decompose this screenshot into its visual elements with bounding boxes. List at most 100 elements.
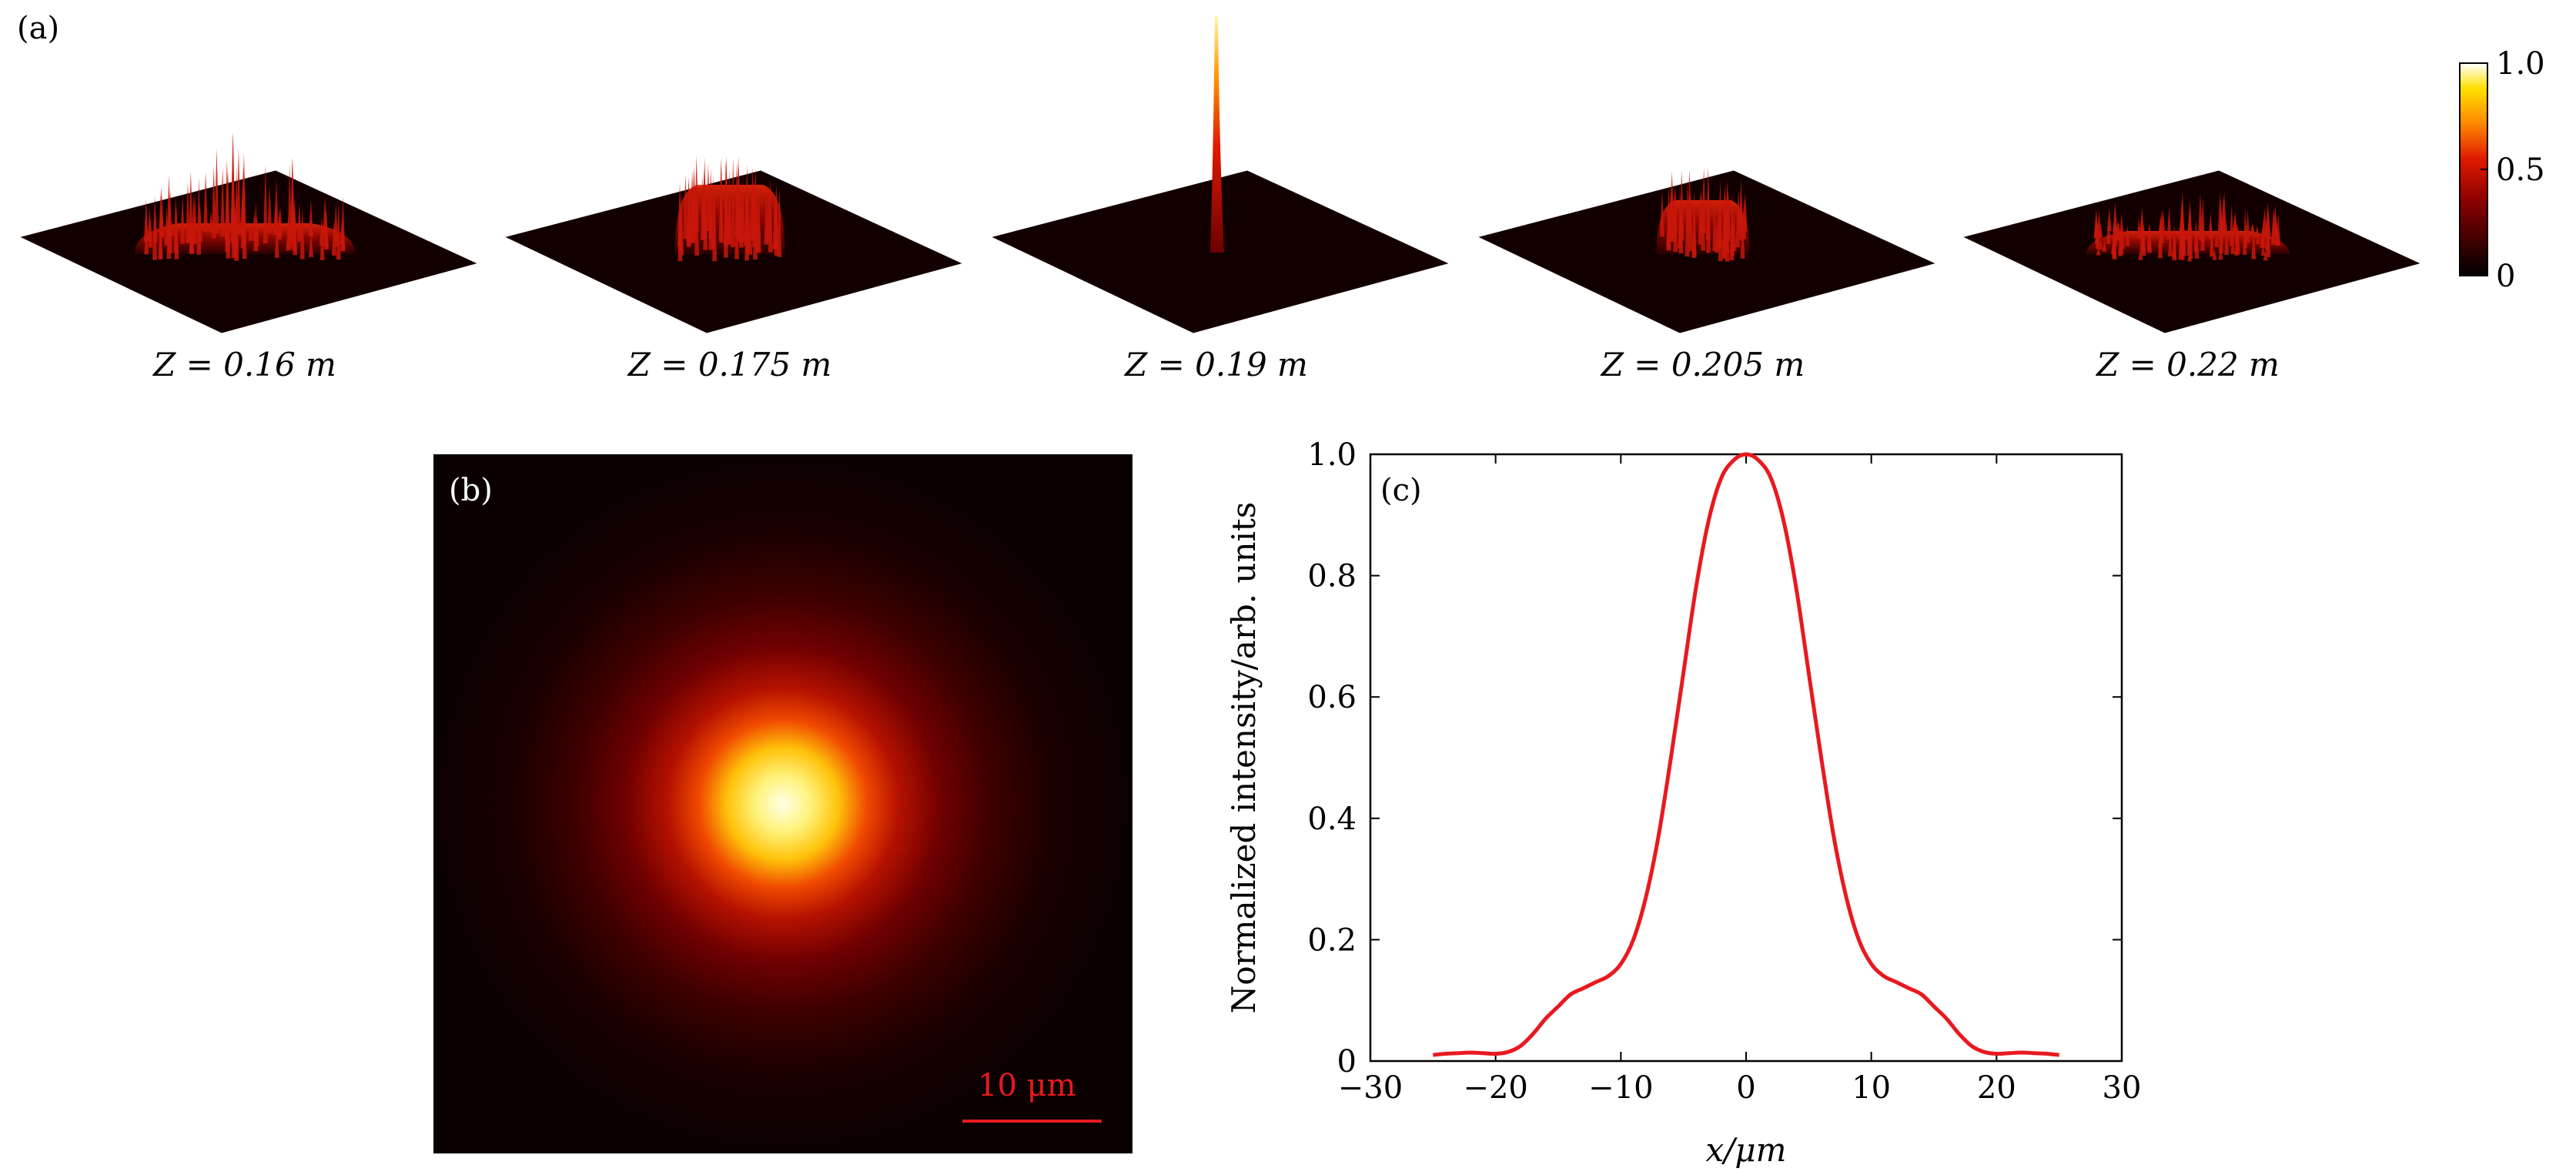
speckle-peak <box>2113 213 2118 246</box>
speckle-peak <box>2181 223 2186 256</box>
speckle-peak <box>319 223 325 260</box>
x-axis-ticks: −30 −20 −10 0 10 20 30 <box>1338 454 2141 1106</box>
speckle-peak <box>702 157 708 239</box>
speckle-peak <box>1741 199 1747 239</box>
speckle-peak <box>143 199 149 243</box>
surface-peaks <box>674 156 785 262</box>
speckle-peak <box>340 196 346 251</box>
speckle-peak <box>2260 246 2266 256</box>
speckle-peak <box>740 178 745 243</box>
y-tick-label: 0.8 <box>1307 559 1357 594</box>
speckle-peak <box>2125 226 2130 246</box>
speckle-peak <box>2166 206 2172 239</box>
speckle-peak <box>273 202 278 236</box>
speckle-peak <box>736 166 741 242</box>
colorbar-tick-label: 0.5 <box>2496 152 2545 188</box>
speckle-peak <box>2266 211 2271 239</box>
speckle-peak <box>677 195 683 262</box>
speckle-peak <box>1729 192 1735 256</box>
speckle-peak <box>2172 227 2177 261</box>
speckle-peak <box>197 203 202 243</box>
x-tick-label: −20 <box>1463 1070 1527 1106</box>
speckle-peak <box>187 225 192 243</box>
speckle-peak <box>2230 238 2236 254</box>
surface-peaks <box>2086 189 2290 262</box>
panel-c-label: (c) <box>1380 473 1422 508</box>
speckle-peak <box>253 201 259 252</box>
surface-plot: Z = 0.16 m <box>20 132 477 383</box>
speckle-peak <box>691 173 697 236</box>
z-position-label: Z = 0.16 m <box>152 346 336 383</box>
speckle-peak <box>708 194 714 250</box>
y-tick-label: 1.0 <box>1307 437 1357 473</box>
speckle-peak <box>334 229 340 247</box>
speckle-peak <box>188 171 193 240</box>
speckle-peak <box>296 203 302 243</box>
surface-plot: Z = 0.205 m <box>1478 166 1935 383</box>
speckle-peak <box>211 166 216 239</box>
speckle-peak <box>180 193 186 244</box>
speckle-peak <box>2138 246 2143 260</box>
speckle-peak <box>2229 204 2234 246</box>
colorbar-tick-label: 0 <box>2496 259 2515 294</box>
y-tick-label: 0 <box>1337 1044 1357 1080</box>
speckle-peak <box>299 207 305 259</box>
panel-c-line-chart: (c) −30 −20 −10 0 10 20 30 0 0.2 0.4 0.6 0.8 1.0 x/… <box>1225 437 2141 1169</box>
speckle-peak <box>2095 222 2100 249</box>
x-axis-label: x/μm <box>1706 1131 1787 1169</box>
speckle-peak <box>2106 226 2112 238</box>
speckle-peak <box>2096 246 2101 256</box>
speckle-peak <box>2274 236 2280 246</box>
colorbar-tick-label: 1.0 <box>2496 46 2545 82</box>
speckle-peak <box>712 180 718 262</box>
focal-spot <box>433 454 1132 1153</box>
surface-peaks <box>1210 15 1224 253</box>
speckle-peak <box>1712 205 1718 252</box>
speckle-peak <box>731 158 736 248</box>
focused-peak <box>1210 15 1224 253</box>
speckle-peak <box>2188 207 2193 259</box>
speckle-peak <box>744 164 750 243</box>
speckle-peak <box>340 228 346 252</box>
y-tick-label: 0.6 <box>1307 680 1357 715</box>
speckle-peak <box>2214 232 2220 247</box>
speckle-peak <box>2255 234 2260 245</box>
speckle-peak <box>189 217 194 254</box>
speckle-peak <box>753 167 758 233</box>
speckle-peak <box>308 199 313 237</box>
speckle-peak <box>2218 201 2223 239</box>
speckle-peak <box>774 182 779 256</box>
speckle-peak <box>2197 192 2203 237</box>
speckle-peak <box>748 198 753 255</box>
speckle-peak <box>2187 208 2193 232</box>
z-position-label: Z = 0.22 m <box>2095 346 2280 383</box>
z-position-label: Z = 0.19 m <box>1123 346 1308 383</box>
speckle-peak <box>2167 231 2173 256</box>
panel-a-label: (a) <box>17 11 59 46</box>
speckle-peak <box>331 219 336 256</box>
speckle-peak <box>2147 229 2153 238</box>
speckle-peak <box>2222 191 2227 232</box>
x-tick-label: −10 <box>1588 1070 1653 1106</box>
speckle-peak <box>2266 226 2271 258</box>
speckle-peak <box>248 223 253 241</box>
panel-a-surface-plots: Z = 0.16 m Z = 0.175 m Z = 0.19 m Z = 0.205… <box>20 15 2420 383</box>
speckle-peak <box>2194 230 2200 259</box>
y-axis-label: Normalized intensity/arb. units <box>1225 502 1263 1014</box>
speckle-peak <box>308 233 313 257</box>
speckle-peak <box>2233 215 2238 234</box>
x-tick-label: 20 <box>1977 1070 2016 1106</box>
speckle-peak <box>2235 223 2240 255</box>
panel-b-label: (b) <box>449 473 493 508</box>
speckle-peak <box>2243 209 2248 249</box>
speckle-peak <box>2179 201 2184 236</box>
speckle-peak <box>2106 233 2111 244</box>
speckle-peak <box>2187 253 2193 262</box>
surface-peaks <box>1656 166 1750 262</box>
speckle-peak <box>2224 219 2230 255</box>
speckle-peak <box>2141 222 2146 256</box>
speckle-peak <box>2273 217 2279 243</box>
y-tick-label: 0.4 <box>1307 802 1357 837</box>
speckle-peak <box>1684 181 1690 257</box>
